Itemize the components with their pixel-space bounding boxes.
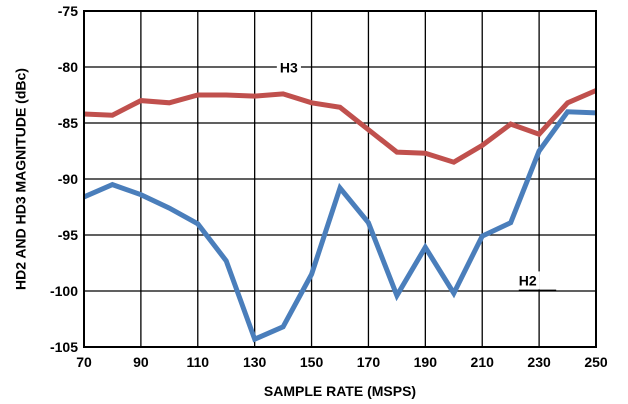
y-tick-label: -75 — [58, 3, 78, 19]
y-tick-label: -100 — [50, 283, 78, 299]
y-tick-label: -90 — [58, 171, 78, 187]
series-lines — [83, 88, 597, 343]
x-tick-label: 150 — [300, 354, 324, 370]
series-label-background — [515, 271, 540, 290]
y-tick-label: -80 — [58, 59, 78, 75]
x-axis-title: SAMPLE RATE (MSPS) — [264, 383, 416, 399]
x-tick-label: 130 — [243, 354, 267, 370]
y-tick-label: -95 — [58, 227, 78, 243]
series-line-h3 — [83, 88, 597, 165]
series-label-background — [276, 58, 301, 77]
series-annotations: H3 H2 — [276, 58, 557, 292]
tick-labels: 70 90 110 130 150 170 190 210 230 250 -75 -80 -85 -90… — [50, 3, 608, 370]
series-label-h2: H2 — [519, 272, 537, 288]
plot-frame — [83, 10, 597, 348]
x-tick-label: 110 — [186, 354, 209, 370]
x-tick-label: 190 — [414, 354, 438, 370]
series-label-h3: H3 — [280, 60, 298, 76]
x-tick-label: 170 — [357, 354, 381, 370]
series-line-h2 — [83, 109, 597, 343]
x-tick-label: 70 — [76, 354, 92, 370]
x-tick-label: 230 — [527, 354, 551, 370]
x-tick-label: 250 — [584, 354, 608, 370]
y-axis-title: HD2 AND HD3 MAGNITUDE (dBc) — [13, 68, 29, 290]
grid — [83, 10, 597, 348]
y-tick-label: -105 — [50, 339, 78, 355]
x-tick-label: 90 — [133, 354, 149, 370]
y-tick-label: -85 — [58, 115, 78, 131]
x-tick-label: 210 — [471, 354, 495, 370]
